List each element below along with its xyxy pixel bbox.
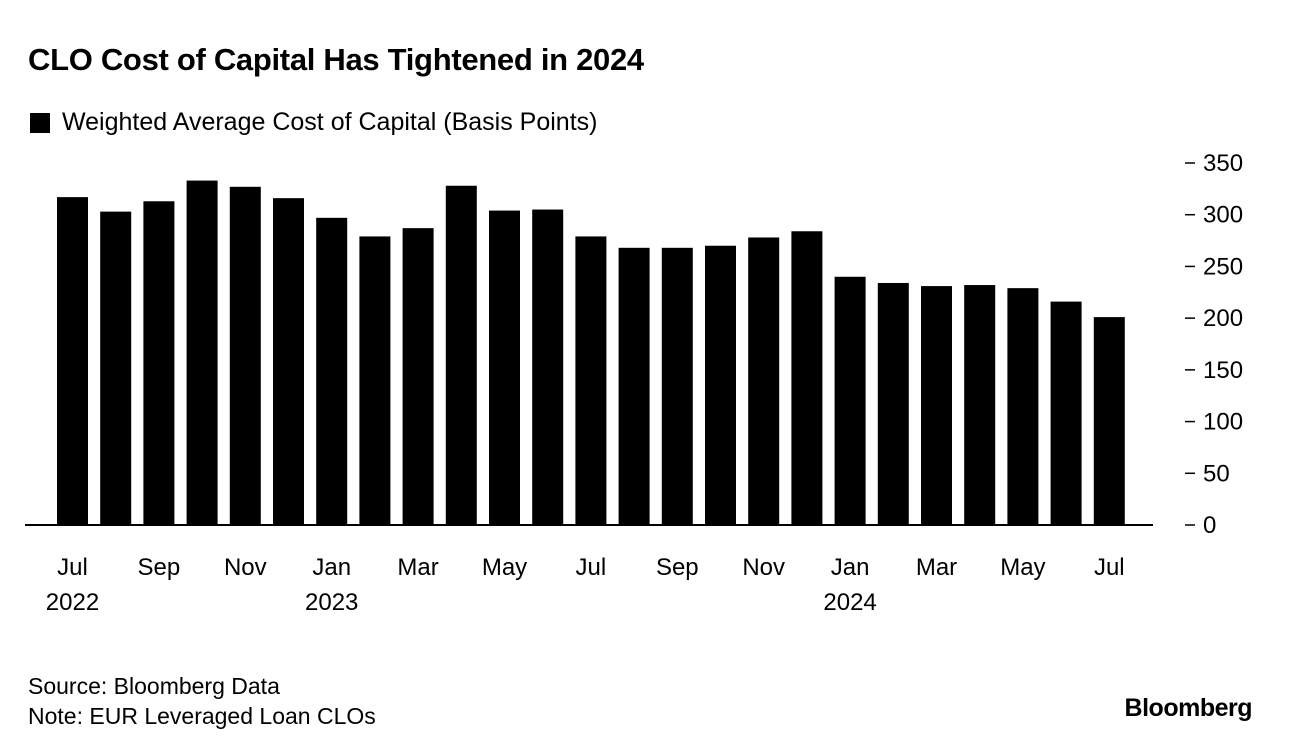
bar-8 — [359, 236, 391, 526]
bar-18 — [791, 231, 823, 525]
x-tick-label: Jan — [831, 554, 870, 581]
legend-swatch — [30, 112, 50, 133]
bar-7 — [316, 217, 348, 525]
bar-11 — [489, 210, 520, 525]
y-tick-label: 300 — [1203, 202, 1243, 229]
bar-19 — [834, 276, 866, 525]
y-tick-label: 50 — [1203, 460, 1230, 487]
x-tick-label: Jan — [312, 554, 351, 581]
x-tick-label: Jul — [576, 554, 607, 581]
bar-16 — [705, 245, 736, 525]
x-tick-year-label: 2022 — [46, 589, 99, 616]
bar-9 — [402, 228, 434, 525]
y-tick-label: 350 — [1203, 150, 1243, 177]
x-tick-label: Nov — [742, 554, 785, 581]
chart-title: CLO Cost of Capital Has Tightened in 202… — [28, 42, 644, 77]
bar-12 — [532, 209, 564, 526]
bar-10 — [445, 185, 477, 526]
bar-4 — [186, 180, 218, 525]
x-tick-label: Mar — [397, 554, 438, 581]
bar-15 — [661, 247, 693, 525]
bar-14 — [618, 247, 650, 525]
y-tick-label: 200 — [1203, 305, 1243, 332]
x-tick-label: Mar — [916, 554, 957, 581]
x-tick-label: Nov — [224, 554, 267, 581]
bar-23 — [1007, 288, 1039, 525]
y-tick-label: 250 — [1203, 253, 1243, 280]
x-tick-label: Jul — [57, 554, 88, 581]
x-tick-label: May — [1000, 554, 1045, 581]
bar-2 — [100, 211, 132, 525]
bar-21 — [921, 286, 952, 525]
bar-25 — [1093, 317, 1125, 525]
y-tick-label: 0 — [1203, 512, 1216, 539]
legend-label: Weighted Average Cost of Capital (Basis … — [62, 108, 598, 136]
note-text: Note: EUR Leveraged Loan CLOs — [28, 703, 376, 729]
bar-13 — [575, 236, 607, 526]
x-tick-label: Sep — [138, 554, 181, 581]
bar-22 — [964, 285, 996, 525]
bar-6 — [273, 198, 304, 525]
bar-20 — [877, 282, 909, 525]
x-tick-label: May — [482, 554, 527, 581]
y-tick-label: 100 — [1203, 409, 1243, 436]
source-text: Source: Bloomberg Data — [28, 673, 280, 699]
bar-3 — [143, 201, 175, 526]
x-tick-label: Sep — [656, 554, 699, 581]
bar-1 — [57, 197, 88, 526]
x-tick-year-label: 2023 — [305, 589, 358, 616]
bar-17 — [748, 237, 780, 525]
legend: Weighted Average Cost of Capital (Basis … — [30, 108, 597, 137]
bar-24 — [1050, 301, 1082, 525]
bloomberg-logo: Bloomberg — [1124, 694, 1253, 722]
bar-5 — [229, 186, 261, 525]
x-tick-year-label: 2024 — [823, 589, 876, 616]
y-tick-label: 150 — [1203, 357, 1243, 384]
x-tick-label: Jul — [1094, 554, 1125, 581]
